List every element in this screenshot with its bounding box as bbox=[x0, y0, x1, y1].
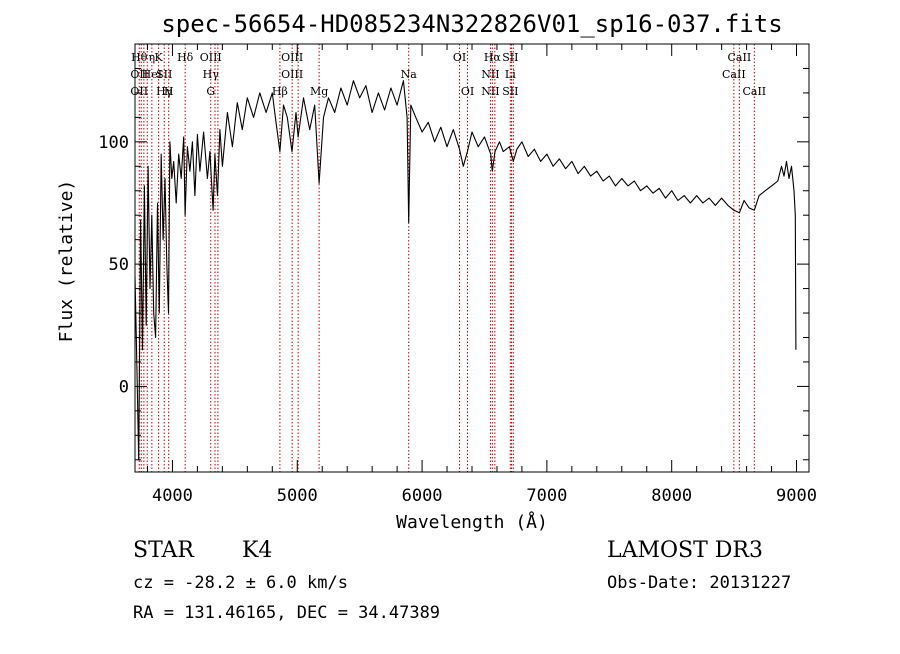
line-marker-label: Mg bbox=[310, 85, 328, 98]
line-marker-label: K bbox=[154, 51, 163, 64]
line-marker-label: CaII bbox=[722, 68, 746, 81]
line-marker-label: η bbox=[149, 51, 156, 64]
line-marker-label: OIII bbox=[200, 51, 222, 64]
x-axis-label: Wavelength (Å) bbox=[396, 511, 548, 533]
line-marker-label: SII bbox=[502, 51, 518, 64]
line-marker-label: Hγ bbox=[156, 85, 173, 98]
line-marker-label: Hα bbox=[484, 51, 502, 64]
line-marker-label: OIII bbox=[281, 68, 303, 81]
line-marker-label: G bbox=[206, 85, 215, 98]
y-tick-label: 50 bbox=[109, 255, 129, 275]
coordinates-text: RA = 131.46165, DEC = 34.47389 bbox=[133, 603, 441, 623]
x-tick-label: 4000 bbox=[152, 486, 193, 506]
line-marker-label: CaII bbox=[728, 51, 752, 64]
line-marker-label: HeI bbox=[142, 68, 162, 81]
x-tick-label: 8000 bbox=[651, 486, 692, 506]
plot-frame bbox=[134, 43, 810, 473]
y-axis-label: Flux (relative) bbox=[56, 180, 77, 343]
y-tick-label: 0 bbox=[119, 377, 129, 397]
line-marker-label: Na bbox=[401, 68, 418, 81]
subclass-label: K4 bbox=[242, 538, 273, 563]
line-marker-label: Li bbox=[505, 68, 516, 81]
line-marker-label: Hβ bbox=[272, 85, 288, 98]
spectrum-line bbox=[134, 80, 797, 461]
line-marker-label: OII bbox=[130, 85, 148, 98]
line-marker-label: OI bbox=[453, 51, 466, 64]
line-marker-label: SII bbox=[156, 68, 172, 81]
line-marker-label: NII bbox=[481, 68, 499, 81]
line-marker-label: OI bbox=[461, 85, 474, 98]
line-marker-label: Hθ bbox=[131, 51, 148, 64]
redshift-text: cz = -28.2 ± 6.0 km/s bbox=[133, 573, 348, 593]
y-tick-label: 100 bbox=[98, 133, 129, 153]
line-marker-label: SII bbox=[502, 85, 518, 98]
obs-date-text: Obs-Date: 20131227 bbox=[607, 573, 792, 593]
x-tick-label: 9000 bbox=[776, 486, 817, 506]
line-marker-label: Hγ bbox=[203, 68, 220, 81]
x-tick-label: 5000 bbox=[277, 486, 318, 506]
x-tick-label: 6000 bbox=[402, 486, 443, 506]
line-marker-label: CaII bbox=[742, 85, 766, 98]
x-tick-label: 7000 bbox=[526, 486, 567, 506]
chart-title: spec-56654-HD085234N322826V01_sp16-037.f… bbox=[161, 10, 782, 38]
object-class-label: STAR bbox=[133, 538, 194, 563]
line-marker-label: H bbox=[164, 85, 174, 98]
line-marker-label: NII bbox=[481, 85, 499, 98]
line-marker-label: OIII bbox=[281, 51, 303, 64]
line-marker-label: Hδ bbox=[177, 51, 194, 64]
survey-label: LAMOST DR3 bbox=[607, 538, 763, 563]
